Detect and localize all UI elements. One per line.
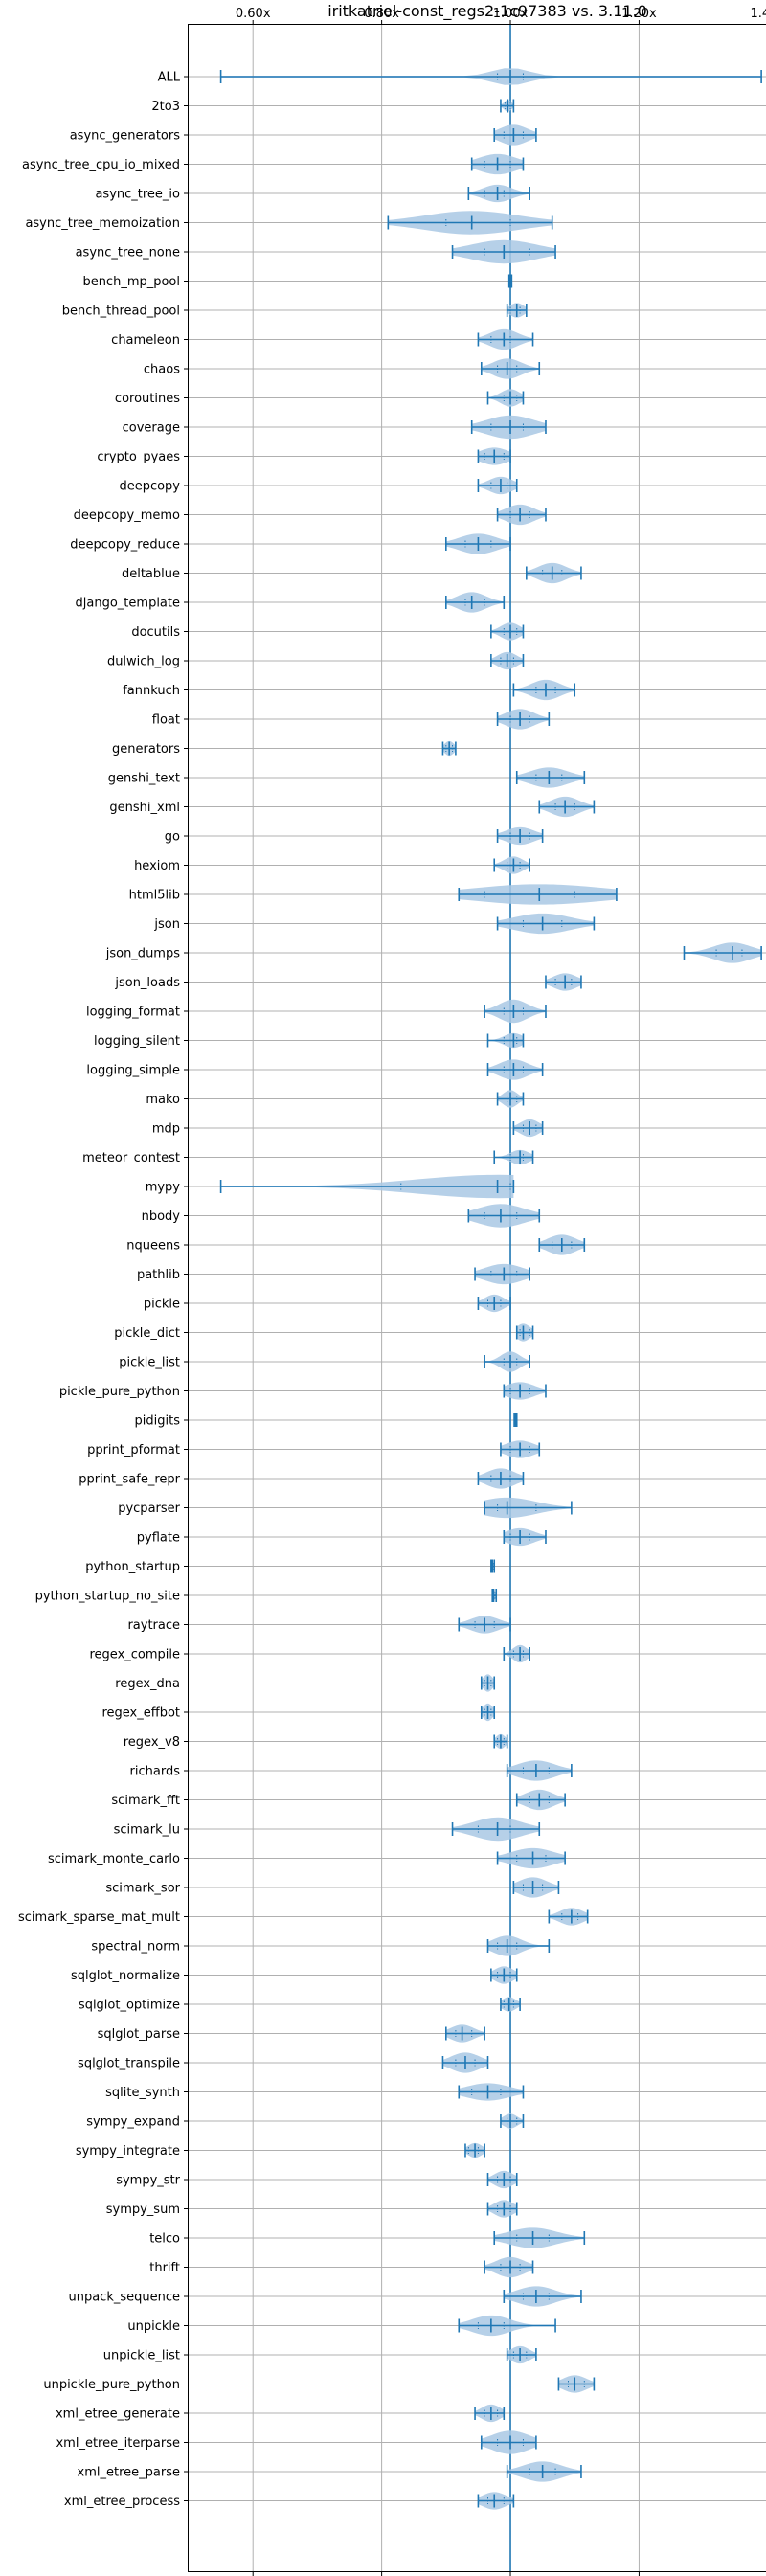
category-label: chameleon — [111, 333, 180, 348]
category-label: xml_etree_generate — [56, 2407, 180, 2422]
category-label: logging_simple — [86, 1064, 180, 1078]
x-tick-label-top: 1.00x — [493, 7, 529, 21]
category-label: async_tree_memoization — [25, 216, 180, 231]
category-label: generators — [112, 742, 180, 757]
x-tick-label-top: 1.40x — [751, 7, 766, 21]
category-label: unpickle — [127, 2319, 180, 2334]
category-label: scimark_sparse_mat_mult — [18, 1910, 180, 1925]
category-label: sympy_integrate — [76, 2144, 180, 2158]
category-label: sqlglot_optimize — [79, 1999, 180, 2013]
category-label: telco — [149, 2232, 180, 2247]
category-label: sympy_expand — [86, 2115, 180, 2130]
category-label: 2to3 — [151, 100, 180, 114]
category-label: pprint_safe_repr — [79, 1473, 180, 1487]
category-label: logging_silent — [94, 1034, 180, 1049]
category-label: nqueens — [126, 1239, 180, 1254]
category-label: python_startup — [85, 1560, 180, 1574]
x-tick-label-top: 0.60x — [236, 7, 271, 21]
category-label: django_template — [76, 597, 180, 611]
category-label: async_generators — [70, 129, 181, 144]
category-label: html5lib — [129, 889, 180, 903]
category-label: dulwich_log — [107, 655, 180, 669]
category-label: sqlglot_parse — [98, 2027, 180, 2042]
category-label: deepcopy_reduce — [70, 538, 180, 553]
category-label: regex_compile — [89, 1648, 180, 1662]
category-label: pickle — [144, 1298, 180, 1312]
category-label: unpack_sequence — [68, 2291, 180, 2305]
category-label: mdp — [152, 1122, 180, 1137]
category-label: go — [165, 830, 180, 845]
category-label: json — [153, 917, 180, 932]
plot-frame — [188, 24, 766, 2572]
category-label: regex_effbot — [101, 1706, 180, 1721]
category-label: regex_dna — [115, 1677, 180, 1691]
category-label: thrift — [149, 2261, 180, 2275]
category-label: spectral_norm — [91, 1940, 180, 1955]
category-label: genshi_xml — [109, 801, 180, 815]
category-label: deepcopy — [119, 480, 180, 494]
category-label: chaos — [144, 363, 180, 377]
category-label: xml_etree_parse — [78, 2466, 180, 2480]
category-label: docutils — [131, 625, 180, 640]
category-label: nbody — [142, 1209, 181, 1224]
category-label: mako — [146, 1093, 180, 1107]
category-label: richards — [130, 1765, 181, 1779]
category-label: pidigits — [135, 1414, 181, 1429]
category-label: scimark_lu — [114, 1823, 180, 1838]
category-label: deepcopy_memo — [74, 508, 180, 523]
category-label: scimark_monte_carlo — [48, 1852, 180, 1866]
category-label: coverage — [123, 421, 180, 436]
category-label: pprint_pformat — [87, 1443, 180, 1457]
category-label: async_tree_io — [95, 188, 180, 202]
category-label: scimark_sor — [105, 1882, 180, 1896]
category-label: python_startup_no_site — [35, 1590, 180, 1604]
grid-layer — [189, 25, 766, 2572]
category-label: pickle_pure_python — [59, 1385, 180, 1399]
category-label: meteor_contest — [82, 1151, 180, 1165]
category-label: bench_thread_pool — [62, 305, 180, 319]
category-label: pyflate — [137, 1531, 180, 1546]
category-label: unpickle_pure_python — [43, 2378, 180, 2392]
x-tick-label-top: 0.80x — [364, 7, 399, 21]
category-label: coroutines — [115, 392, 180, 406]
category-label: async_tree_cpu_io_mixed — [22, 158, 180, 172]
category-label: json_dumps — [105, 947, 180, 961]
category-label: bench_mp_pool — [82, 275, 180, 289]
category-label: float — [152, 713, 180, 728]
category-label: sqlglot_normalize — [71, 1969, 180, 1983]
category-label: xml_etree_process — [64, 2495, 180, 2509]
category-label: pickle_list — [119, 1356, 180, 1370]
category-label: xml_etree_iterparse — [56, 2436, 180, 2451]
category-label: pathlib — [137, 1268, 180, 1282]
x-tick-label-top: 1.20x — [621, 7, 657, 21]
category-label: ALL — [158, 71, 181, 85]
category-label: deltablue — [122, 567, 180, 581]
category-label: sqlite_synth — [105, 2086, 180, 2100]
category-label: unpickle_list — [103, 2349, 180, 2363]
chart-title: iritkatriel-const_regs2-1c97383 vs. 3.11… — [327, 2, 647, 21]
axis-layer: 0.60x 0.80x 1.00x 1.20x 1.40x ALL 2to3 async_ge… — [18, 7, 766, 2576]
category-label: fannkuch — [123, 684, 180, 698]
category-label: sympy_str — [116, 2174, 180, 2188]
category-label: scimark_fft — [111, 1794, 180, 1808]
category-label: json_loads — [114, 976, 180, 990]
category-label: crypto_pyaes — [97, 450, 180, 464]
category-label: genshi_text — [108, 772, 180, 786]
category-label: regex_v8 — [124, 1735, 180, 1750]
category-label: hexiom — [134, 859, 180, 873]
category-label: async_tree_none — [76, 246, 180, 260]
category-label: logging_format — [86, 1006, 180, 1020]
category-label: raytrace — [127, 1618, 180, 1633]
violin-layer — [219, 25, 762, 2572]
category-label: sqlglot_transpile — [78, 2057, 180, 2071]
category-label: mypy — [146, 1181, 181, 1195]
category-label: sympy_sum — [106, 2203, 180, 2217]
category-label: pickle_dict — [114, 1326, 180, 1341]
category-label: pycparser — [118, 1502, 180, 1516]
